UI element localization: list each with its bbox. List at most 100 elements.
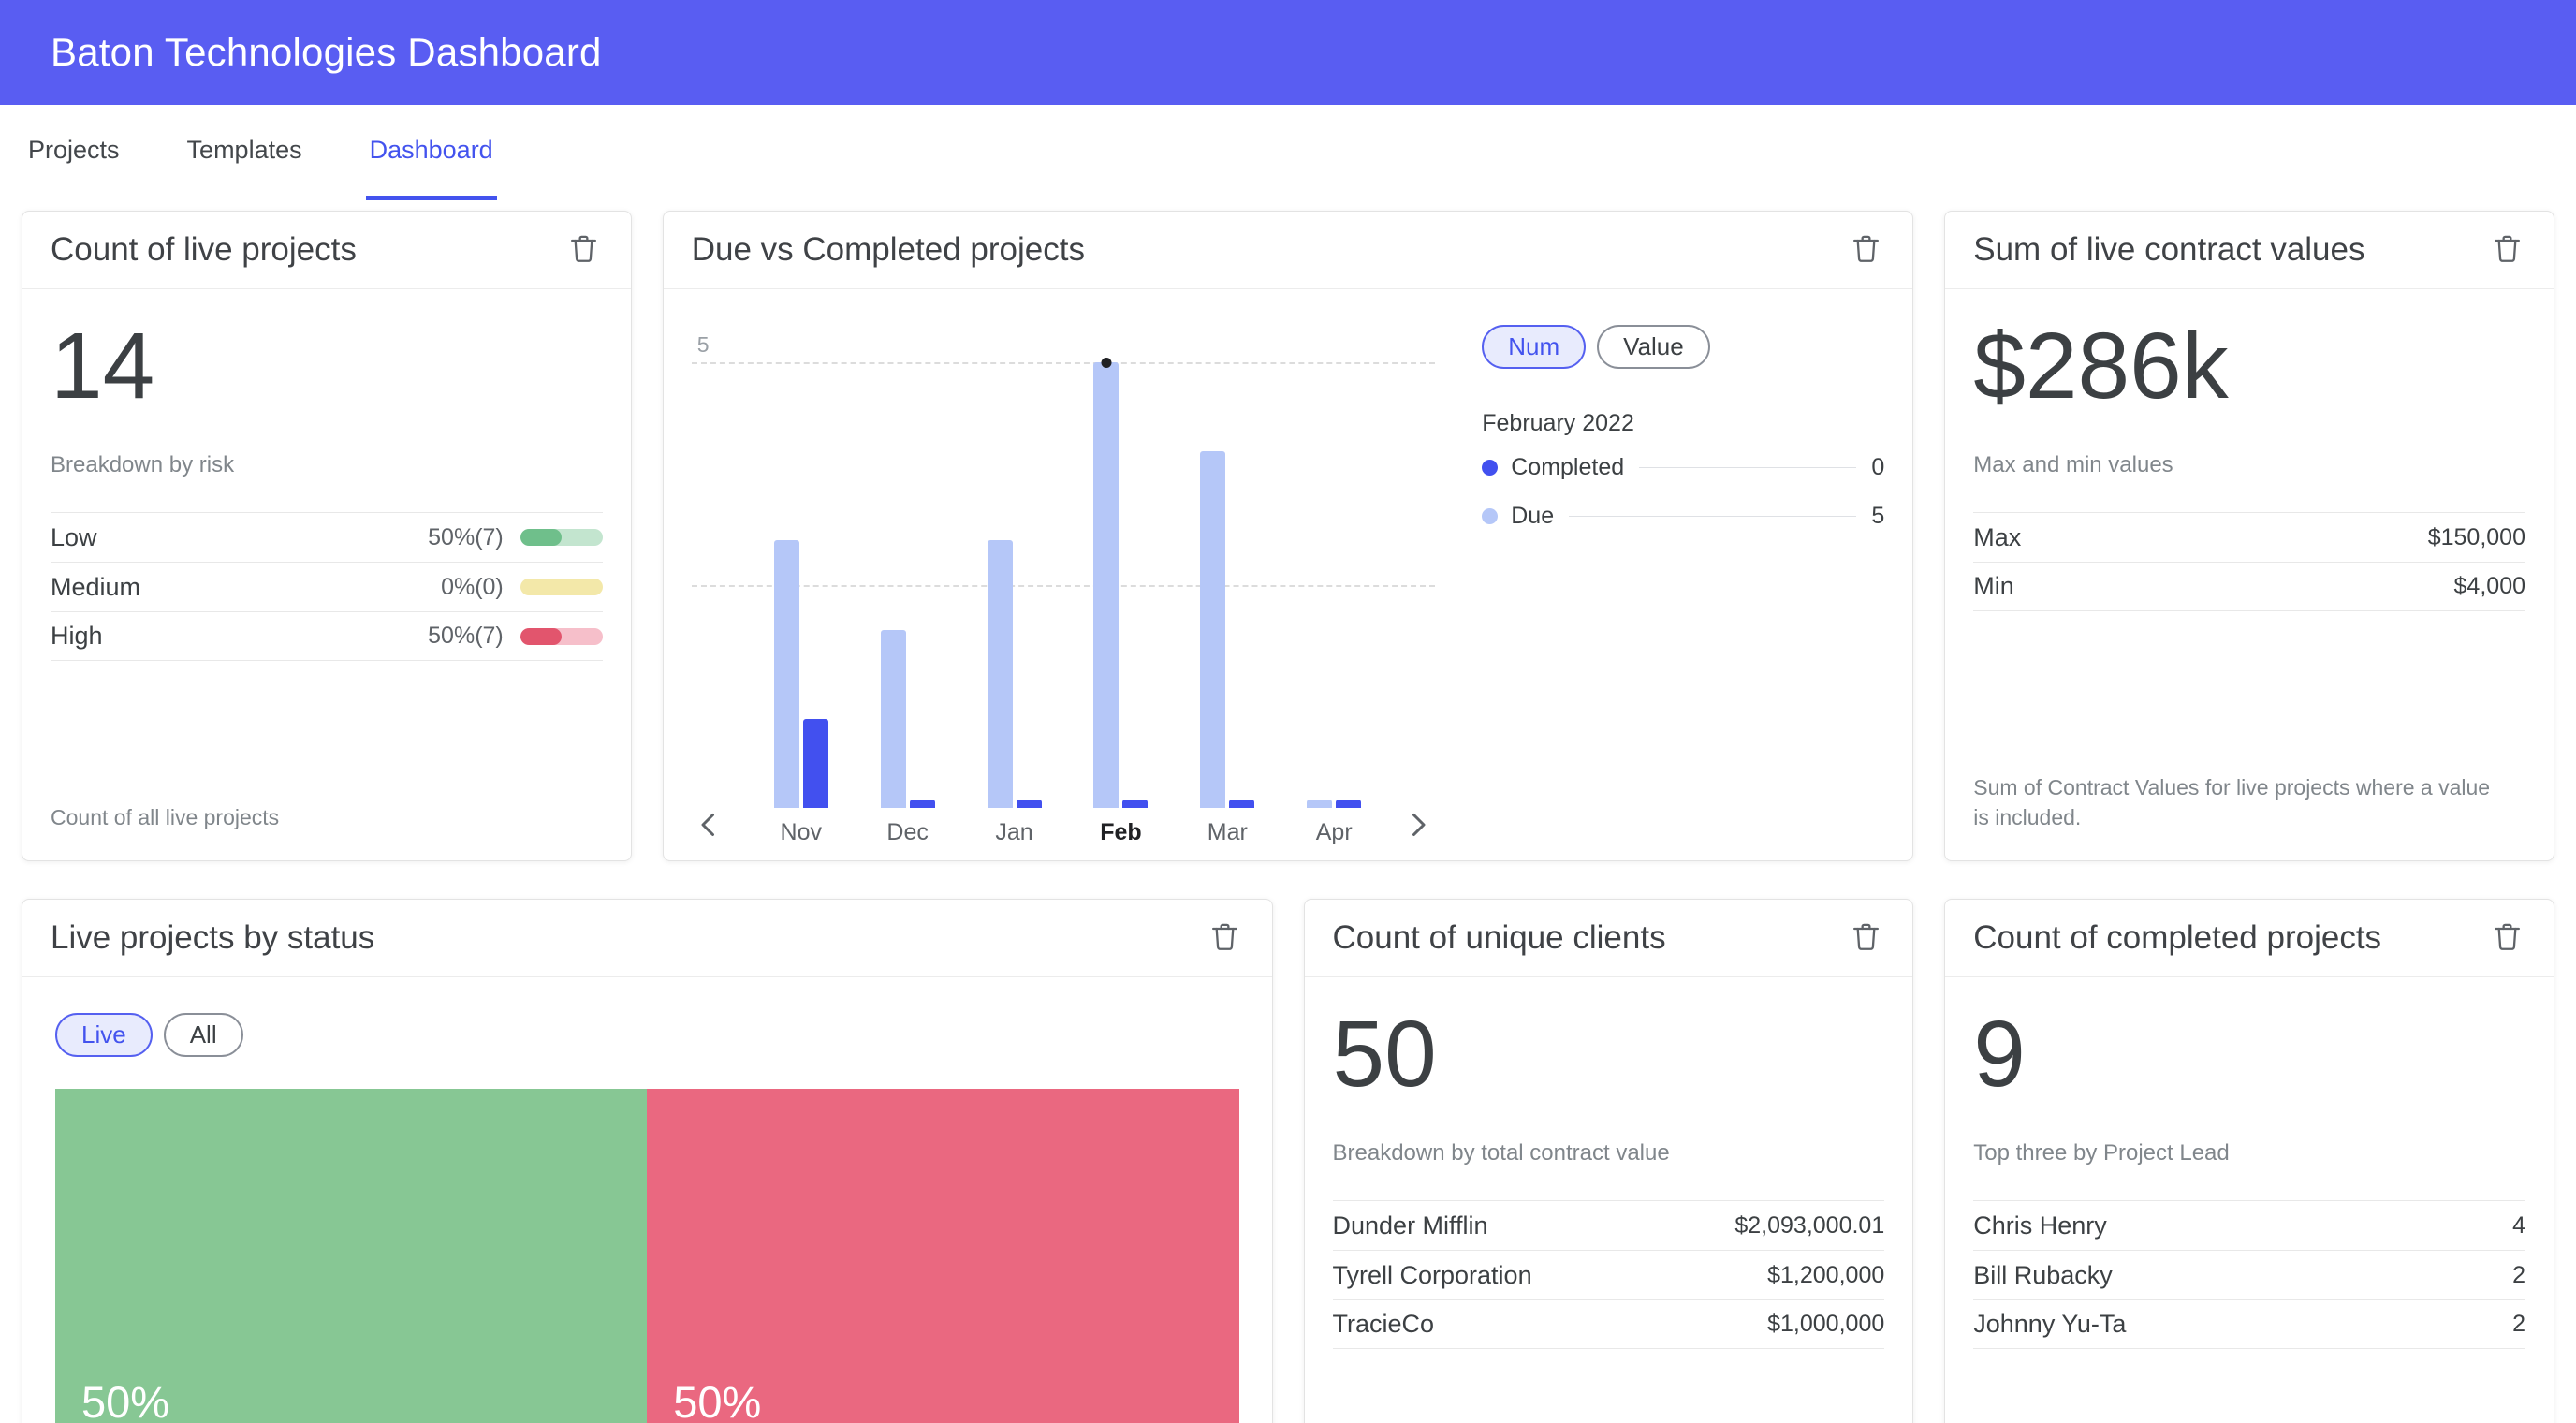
risk-progress-pill: [520, 627, 603, 645]
table-row[interactable]: Dunder Mifflin $2,093,000.01: [1332, 1200, 1885, 1250]
row-value: $150,000: [2427, 523, 2525, 550]
card-header: Count of unique clients: [1304, 900, 1913, 977]
app-header: Baton Technologies Dashboard: [0, 0, 2576, 105]
trash-icon: [1208, 919, 1242, 957]
x-axis-label-nov: Nov: [780, 819, 822, 845]
table-row-medium[interactable]: Medium 0%(0): [51, 562, 603, 611]
bar-due[interactable]: [1307, 800, 1333, 808]
status-segment-green[interactable]: 50%: [55, 1089, 648, 1423]
bar-completed[interactable]: [1016, 800, 1042, 808]
bar-group[interactable]: [1307, 800, 1362, 808]
card-body: $286k Max and min values Max $150,000 Mi…: [1945, 289, 2554, 860]
delete-card-button[interactable]: [1847, 919, 1884, 957]
card-title: Sum of live contract values: [1973, 231, 2365, 268]
bar-completed[interactable]: [1336, 800, 1362, 808]
card-footnote: Count of all live projects: [51, 804, 280, 829]
bar-due[interactable]: [880, 629, 906, 808]
bar-due[interactable]: [1093, 358, 1120, 808]
contract-sum-value: $286k: [1973, 314, 2229, 418]
card-header: Sum of live contract values: [1945, 212, 2554, 289]
card-title: Count of completed projects: [1973, 919, 2382, 956]
card-body: 9 Top three by Project Lead Chris Henry …: [1945, 977, 2554, 1423]
toggle-live[interactable]: Live: [55, 1013, 153, 1057]
row-label: Bill Rubacky: [1973, 1260, 2113, 1289]
bar-group[interactable]: [1093, 358, 1149, 808]
legend-label: Completed: [1511, 453, 1625, 480]
bar-chart: 5 Nov Dec Jan Feb Mar Apr: [691, 315, 1436, 846]
card-contract-values: Sum of live contract values $286k Max an…: [1944, 211, 2554, 861]
risk-progress-pill: [520, 529, 603, 546]
row-value: 2: [2512, 1261, 2525, 1288]
delete-card-button[interactable]: [1207, 919, 1244, 957]
table-row[interactable]: Bill Rubacky 2: [1973, 1250, 2525, 1299]
chevron-right-icon[interactable]: [1401, 808, 1435, 844]
bar-group[interactable]: [773, 540, 828, 808]
trash-icon: [1849, 919, 1883, 957]
table-row-min[interactable]: Min $4,000: [1973, 562, 2525, 611]
table-row[interactable]: TracieCo $1,000,000: [1332, 1299, 1885, 1349]
card-header: Live projects by status: [22, 900, 1272, 977]
toggle-all[interactable]: All: [163, 1013, 243, 1057]
table-row-high[interactable]: High 50%(7): [51, 611, 603, 661]
legend-value: 0: [1871, 453, 1885, 480]
card-header: Count of live projects: [22, 212, 631, 289]
table-row[interactable]: Tyrell Corporation $1,200,000: [1332, 1250, 1885, 1299]
live-all-toggle: Live All: [55, 1013, 1239, 1057]
trash-icon: [2490, 919, 2525, 957]
row-label: TracieCo: [1332, 1310, 1435, 1338]
trash-icon: [2490, 231, 2525, 269]
bar-group[interactable]: [880, 629, 935, 808]
bar-completed[interactable]: [1122, 800, 1149, 808]
status-segment-red[interactable]: 50%: [647, 1089, 1239, 1423]
tab-templates[interactable]: Templates: [186, 136, 302, 164]
risk-breakdown-table: Low 50%(7) Medium 0%(0) High 50%(7): [51, 512, 603, 661]
bar-due[interactable]: [773, 540, 799, 808]
card-header: Due vs Completed projects: [663, 212, 1913, 289]
page-title: Baton Technologies Dashboard: [51, 30, 602, 74]
row-value: $2,093,000.01: [1734, 1211, 1885, 1239]
risk-progress-pill: [520, 579, 603, 595]
chevron-left-icon[interactable]: [692, 808, 725, 844]
legend-row-completed[interactable]: Completed 0: [1482, 443, 1884, 491]
card-completed-projects: Count of completed projects 9 Top three …: [1944, 899, 2554, 1423]
bar-completed[interactable]: [802, 718, 828, 808]
delete-card-button[interactable]: [565, 231, 603, 269]
num-value-toggle: Num Value: [1482, 325, 1884, 369]
delete-card-button[interactable]: [2488, 231, 2525, 269]
trash-icon: [1849, 231, 1883, 269]
bar-due[interactable]: [1200, 451, 1226, 808]
table-row-max[interactable]: Max $150,000: [1973, 512, 2525, 562]
table-row-low[interactable]: Low 50%(7): [51, 512, 603, 562]
delete-card-button[interactable]: [2488, 919, 2525, 957]
gridline: [691, 585, 1436, 587]
tab-projects[interactable]: Projects: [28, 136, 120, 164]
x-axis-label-apr: Apr: [1315, 819, 1353, 845]
table-row[interactable]: Johnny Yu-Ta 2: [1973, 1299, 2525, 1349]
x-axis-label-feb: Feb: [1100, 819, 1142, 845]
live-projects-count: 14: [51, 314, 155, 418]
delete-card-button[interactable]: [1847, 231, 1884, 269]
toggle-value[interactable]: Value: [1597, 325, 1710, 369]
bar-group[interactable]: [987, 540, 1042, 808]
selected-point-dot: [1101, 358, 1112, 368]
table-row[interactable]: Chris Henry 4: [1973, 1200, 2525, 1250]
legend-row-due[interactable]: Due 5: [1482, 491, 1884, 540]
gridline: [691, 362, 1436, 364]
trash-icon: [566, 231, 601, 269]
card-subtitle: Top three by Project Lead: [1973, 1140, 2230, 1166]
toggle-num[interactable]: Num: [1482, 325, 1587, 369]
bar-group[interactable]: [1200, 451, 1255, 808]
bar-chart-bars: [773, 358, 1362, 808]
card-due-vs-completed: Due vs Completed projects 5 Nov Dec Jan Feb…: [662, 211, 1914, 861]
status-stacked-bar: 50% 50%: [55, 1089, 1239, 1423]
card-title: Due vs Completed projects: [691, 231, 1085, 268]
bar-completed[interactable]: [1229, 800, 1255, 808]
tab-dashboard[interactable]: Dashboard: [365, 105, 497, 200]
segment-label: 50%: [81, 1377, 170, 1423]
completed-projects-count: 9: [1973, 1002, 2026, 1107]
y-axis-tick: 5: [696, 332, 710, 357]
card-header: Count of completed projects: [1945, 900, 2554, 977]
bar-completed[interactable]: [909, 800, 935, 808]
row-value: 50%(7): [428, 623, 504, 649]
bar-due[interactable]: [987, 540, 1013, 808]
